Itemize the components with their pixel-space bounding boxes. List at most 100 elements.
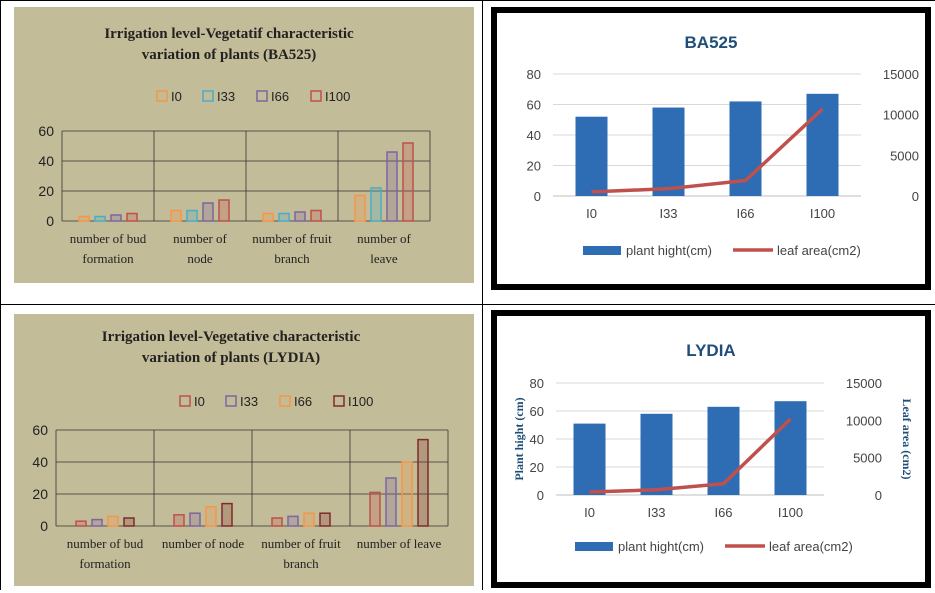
bar-I0 <box>355 196 365 222</box>
bar-I0 <box>272 518 282 526</box>
bar-plant-hight <box>653 108 685 196</box>
y-tick-label: 40 <box>38 153 54 169</box>
table-border-center <box>482 0 483 590</box>
chart-lydia-vegetative: Irrigation level-Vegetative characterist… <box>14 314 474 586</box>
chart-title: Irrigation level-Vegetative characterist… <box>102 329 361 345</box>
y-tick-label: 20 <box>38 183 54 199</box>
x-tick-label: I33 <box>659 206 677 221</box>
chart-title: LYDIA <box>686 341 735 360</box>
x-tick-label: formation <box>82 251 134 266</box>
table-border-middle <box>0 304 935 305</box>
y-tick-label: 20 <box>530 460 544 475</box>
bar-I33 <box>386 478 396 526</box>
y2-tick-label: 15000 <box>846 376 882 391</box>
y-tick-label: 20 <box>32 486 48 502</box>
bar-I0 <box>171 211 181 222</box>
y-tick-label: 60 <box>527 98 541 113</box>
y2-tick-label: 10000 <box>883 108 919 123</box>
bar-I0 <box>263 214 273 222</box>
x-tick-label: branch <box>274 251 310 266</box>
table-border-left <box>0 0 1 590</box>
y-tick-label: 40 <box>32 454 48 470</box>
chart-title: BA525 <box>685 33 738 52</box>
legend-label-I0: I0 <box>171 89 182 104</box>
chart-ba525-vegetative-svg: Irrigation level-Vegetatif characteristi… <box>14 7 474 283</box>
x-tick-label: I66 <box>736 206 754 221</box>
bar-I100 <box>127 214 137 222</box>
bar-I100 <box>219 200 229 221</box>
x-tick-label: I100 <box>778 505 803 520</box>
bar-plant-hight <box>641 414 673 495</box>
bar-I33 <box>187 211 197 222</box>
legend-label-I33: I33 <box>217 89 235 104</box>
legend-swatch-plant-hight <box>583 246 621 255</box>
x-tick-label: number of bud <box>70 231 147 246</box>
bar-plant-hight <box>574 424 606 495</box>
bar-I0 <box>76 521 86 526</box>
x-tick-label: number of <box>173 231 227 246</box>
legend-label-leaf-area: leaf area(cm2) <box>777 243 861 258</box>
x-tick-label: number of <box>357 231 411 246</box>
y-axis-label: Plant hight (cm) <box>512 397 526 480</box>
y-tick-label: 0 <box>46 213 54 229</box>
y-tick-label: 0 <box>534 189 541 204</box>
y-tick-label: 40 <box>530 432 544 447</box>
x-tick-label: I100 <box>810 206 835 221</box>
y2-tick-label: 15000 <box>883 67 919 82</box>
legend-label-plant-hight: plant hight(cm) <box>626 243 712 258</box>
x-tick-label: number of bud <box>67 536 144 551</box>
y2-tick-label: 0 <box>912 189 919 204</box>
x-tick-label: number of fruit <box>252 231 332 246</box>
legend-label-I66: I66 <box>271 89 289 104</box>
x-tick-label: I0 <box>586 206 597 221</box>
bar-I66 <box>304 513 314 526</box>
x-tick-label: number of fruit <box>261 536 341 551</box>
bar-I66 <box>295 212 305 221</box>
bar-I0 <box>79 217 89 222</box>
chart-lydia-vegetative-svg: Irrigation level-Vegetative characterist… <box>14 314 474 586</box>
bar-I33 <box>279 214 289 222</box>
y-tick-label: 80 <box>530 376 544 391</box>
x-tick-label: branch <box>283 556 319 571</box>
bar-I33 <box>95 217 105 222</box>
bar-I0 <box>174 515 184 526</box>
y-tick-label: 60 <box>530 404 544 419</box>
chart-title: variation of plants (BA525) <box>142 47 317 63</box>
bar-I66 <box>108 516 118 526</box>
y2-tick-label: 0 <box>875 488 882 503</box>
bar-I100 <box>222 504 232 526</box>
bar-plant-hight <box>775 401 807 495</box>
legend-label-plant-hight: plant hight(cm) <box>618 539 704 554</box>
bar-I0 <box>370 492 380 526</box>
bar-I66 <box>387 152 397 221</box>
legend-label-I100: I100 <box>325 89 350 104</box>
bar-I66 <box>206 507 216 526</box>
y-tick-label: 40 <box>527 128 541 143</box>
x-tick-label: I66 <box>714 505 732 520</box>
y2-tick-label: 10000 <box>846 413 882 428</box>
y-tick-label: 0 <box>40 518 48 534</box>
bar-I100 <box>320 513 330 526</box>
x-tick-label: node <box>187 251 213 266</box>
y2-tick-label: 5000 <box>890 148 919 163</box>
bar-I33 <box>92 520 102 526</box>
bar-I100 <box>418 440 428 526</box>
y2-axis-label: Leaf area (cm2) <box>900 398 914 479</box>
bar-plant-hight <box>576 117 608 196</box>
x-tick-label: leave <box>370 251 398 266</box>
table-border-top <box>0 0 935 1</box>
bar-I100 <box>124 518 134 526</box>
x-tick-label: I0 <box>584 505 595 520</box>
bar-I66 <box>111 215 121 221</box>
y-tick-label: 60 <box>38 123 54 139</box>
y-tick-label: 60 <box>32 422 48 438</box>
bar-I33 <box>371 188 381 221</box>
bar-I33 <box>190 513 200 526</box>
bar-I66 <box>402 462 412 526</box>
legend-label-leaf-area: leaf area(cm2) <box>769 539 853 554</box>
x-tick-label: formation <box>79 556 131 571</box>
x-tick-label: I33 <box>647 505 665 520</box>
y-tick-label: 20 <box>527 159 541 174</box>
